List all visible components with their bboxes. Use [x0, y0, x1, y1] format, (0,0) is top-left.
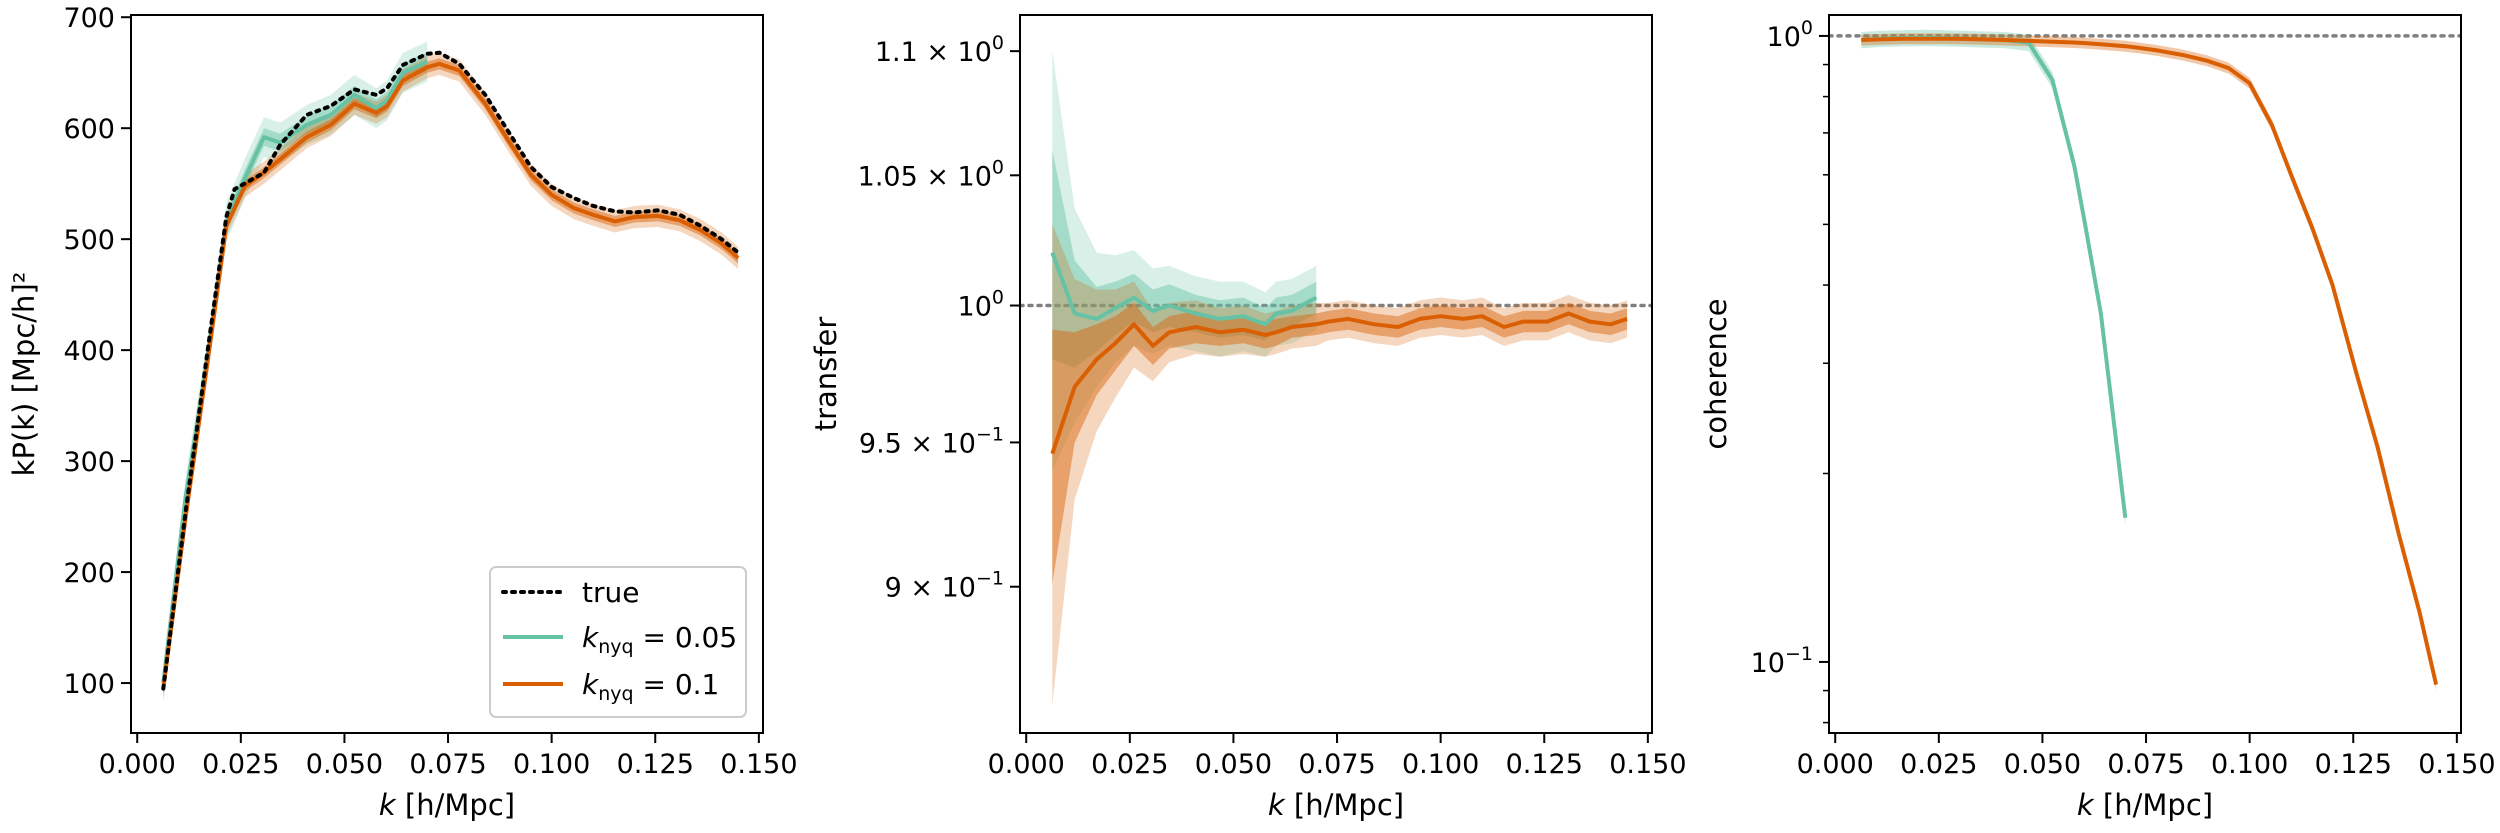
x-axis-label: k [h/Mpc] — [2077, 788, 2213, 822]
x-tick-label: 0.050 — [2004, 749, 2081, 780]
ticks-coherence: 0.000 0.025 0.050 0.075 0.100 0.125 0.150 100 10… — [1751, 17, 2496, 780]
y-tick-label: 200 — [63, 558, 115, 589]
ticks-transfer: 0.000 0.025 0.050 0.075 0.100 0.125 0.150 1.1 ×… — [858, 32, 1687, 780]
legend-label-k005: knyq = 0.05 — [582, 621, 737, 658]
panel-coherence: 0.000 0.025 0.050 0.075 0.100 0.125 0.150 100 10… — [1699, 14, 2496, 822]
y-tick-label: 700 — [63, 3, 115, 34]
y-tick-label: 100 — [958, 287, 1004, 323]
plot-area-power-spectrum — [161, 41, 741, 704]
series-band-outer — [1052, 224, 1628, 705]
series-band-inner — [1052, 150, 1317, 368]
series-line-k005 — [1861, 35, 2128, 518]
series-line-k01 — [1861, 36, 2439, 686]
panel-transfer: 0.000 0.025 0.050 0.075 0.100 0.125 0.150 1.1 ×… — [809, 14, 1687, 822]
y-tick-label: 1.1 × 100 — [875, 32, 1004, 68]
x-tick-label: 0.100 — [1402, 749, 1479, 780]
axes-frame — [130, 14, 764, 734]
y-tick-label: 300 — [63, 447, 115, 478]
y-tick-label: 600 — [63, 114, 115, 145]
y-tick-label: 500 — [63, 225, 115, 256]
series-band-inner — [1052, 302, 1628, 584]
y-tick-label: 10−1 — [1751, 643, 1813, 679]
x-tick-label: 0.000 — [99, 749, 176, 780]
y-tick-label: 9.5 × 10−1 — [859, 423, 1004, 459]
x-tick-label: 0.025 — [1900, 749, 1977, 780]
series-line-true — [161, 50, 741, 691]
axes-frame — [1019, 14, 1653, 734]
plot-area-coherence — [1829, 29, 2461, 691]
x-tick-label: 0.100 — [513, 749, 590, 780]
series-band — [1861, 29, 2126, 527]
x-tick-label: 0.025 — [202, 749, 279, 780]
x-tick-label: 0.100 — [2211, 749, 2288, 780]
x-tick-label: 0.075 — [2107, 749, 2184, 780]
series-band — [1861, 33, 2437, 691]
x-tick-label: 0.150 — [1609, 749, 1686, 780]
y-tick-label: 100 — [1767, 17, 1813, 53]
x-axis-label: k [h/Mpc] — [379, 788, 515, 822]
x-tick-label: 0.075 — [1298, 749, 1375, 780]
x-tick-label: 0.125 — [2315, 749, 2392, 780]
x-tick-label: 0.000 — [1797, 749, 1874, 780]
plot-area-transfer — [1020, 51, 1652, 705]
y-axis-label: kP(k) [Mpc/h]² — [7, 272, 41, 477]
x-axis-label: k [h/Mpc] — [1268, 788, 1404, 822]
x-tick-label: 0.050 — [306, 749, 383, 780]
x-tick-label: 0.075 — [409, 749, 486, 780]
axes-frame — [1828, 14, 2462, 734]
y-axis-label: transfer — [809, 317, 843, 432]
legend-label-true: true — [582, 576, 639, 609]
ticks-power-spectrum: 0.000 0.025 0.050 0.075 0.100 0.125 0.150 100 20… — [63, 3, 797, 780]
x-tick-label: 0.150 — [720, 749, 797, 780]
legend-box — [489, 566, 747, 718]
x-tick-label: 0.050 — [1195, 749, 1272, 780]
y-tick-label: 400 — [63, 336, 115, 367]
y-tick-label: 1.05 × 100 — [858, 156, 1004, 192]
y-axis-label: coherence — [1699, 298, 1733, 449]
y-tick-label: 9 × 10−1 — [885, 568, 1004, 604]
x-tick-label: 0.150 — [2418, 749, 2495, 780]
legend-label-k01: knyq = 0.1 — [582, 668, 719, 705]
x-tick-label: 0.025 — [1091, 749, 1168, 780]
series-band-outer — [1052, 51, 1317, 471]
legend: true knyq = 0.05 knyq = 0.1 — [489, 566, 747, 718]
series-line-k01 — [1050, 311, 1628, 455]
x-tick-label: 0.000 — [988, 749, 1065, 780]
series-line-k005 — [1050, 252, 1318, 327]
x-tick-label: 0.125 — [1506, 749, 1583, 780]
x-tick-label: 0.125 — [617, 749, 694, 780]
panel-power-spectrum: 0.000 0.025 0.050 0.075 0.100 0.125 0.150 100 20… — [7, 3, 798, 822]
y-tick-label: 100 — [63, 669, 115, 700]
